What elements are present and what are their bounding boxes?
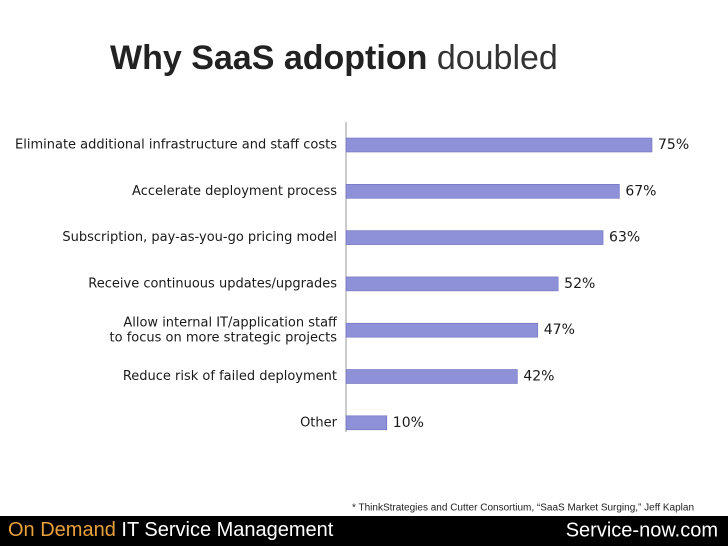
footer-rest: IT Service Management xyxy=(121,519,333,541)
value-label: 52% xyxy=(564,276,595,292)
title: Why SaaS adoption doubled xyxy=(110,39,558,77)
category-label: Accelerate deployment process xyxy=(132,184,337,199)
value-label: 75% xyxy=(658,137,689,153)
value-label: 47% xyxy=(544,322,575,338)
bar xyxy=(345,369,518,384)
category-label: Allow internal IT/application staff to fo… xyxy=(110,315,338,345)
footer-band xyxy=(0,516,728,546)
value-label: 10% xyxy=(393,415,424,431)
bar xyxy=(345,322,539,338)
category-label: Eliminate additional infrastructure and … xyxy=(15,138,337,153)
bar xyxy=(345,415,388,431)
bar xyxy=(345,276,559,292)
bar xyxy=(345,184,620,199)
value-label: 67% xyxy=(625,183,656,199)
title-light: doubled xyxy=(437,39,558,77)
footnote: * ThinkStrategies and Cutter Consortium,… xyxy=(352,503,694,514)
value-label: 63% xyxy=(609,230,640,246)
footer-left: On Demand IT Service Management xyxy=(8,519,334,541)
footer-brand: Service-now.com xyxy=(566,519,718,541)
category-label: Reduce risk of failed deployment xyxy=(123,369,337,384)
category-label: Subscription, pay-as-you-go pricing mode… xyxy=(62,230,337,245)
bar xyxy=(345,230,604,245)
value-label: 42% xyxy=(523,369,554,385)
footer-highlight: On Demand xyxy=(8,519,116,541)
bar xyxy=(345,137,653,153)
category-label: Receive continuous updates/upgrades xyxy=(88,276,337,291)
category-label: Other xyxy=(300,415,338,430)
title-bold: Why SaaS adoption xyxy=(110,39,427,77)
